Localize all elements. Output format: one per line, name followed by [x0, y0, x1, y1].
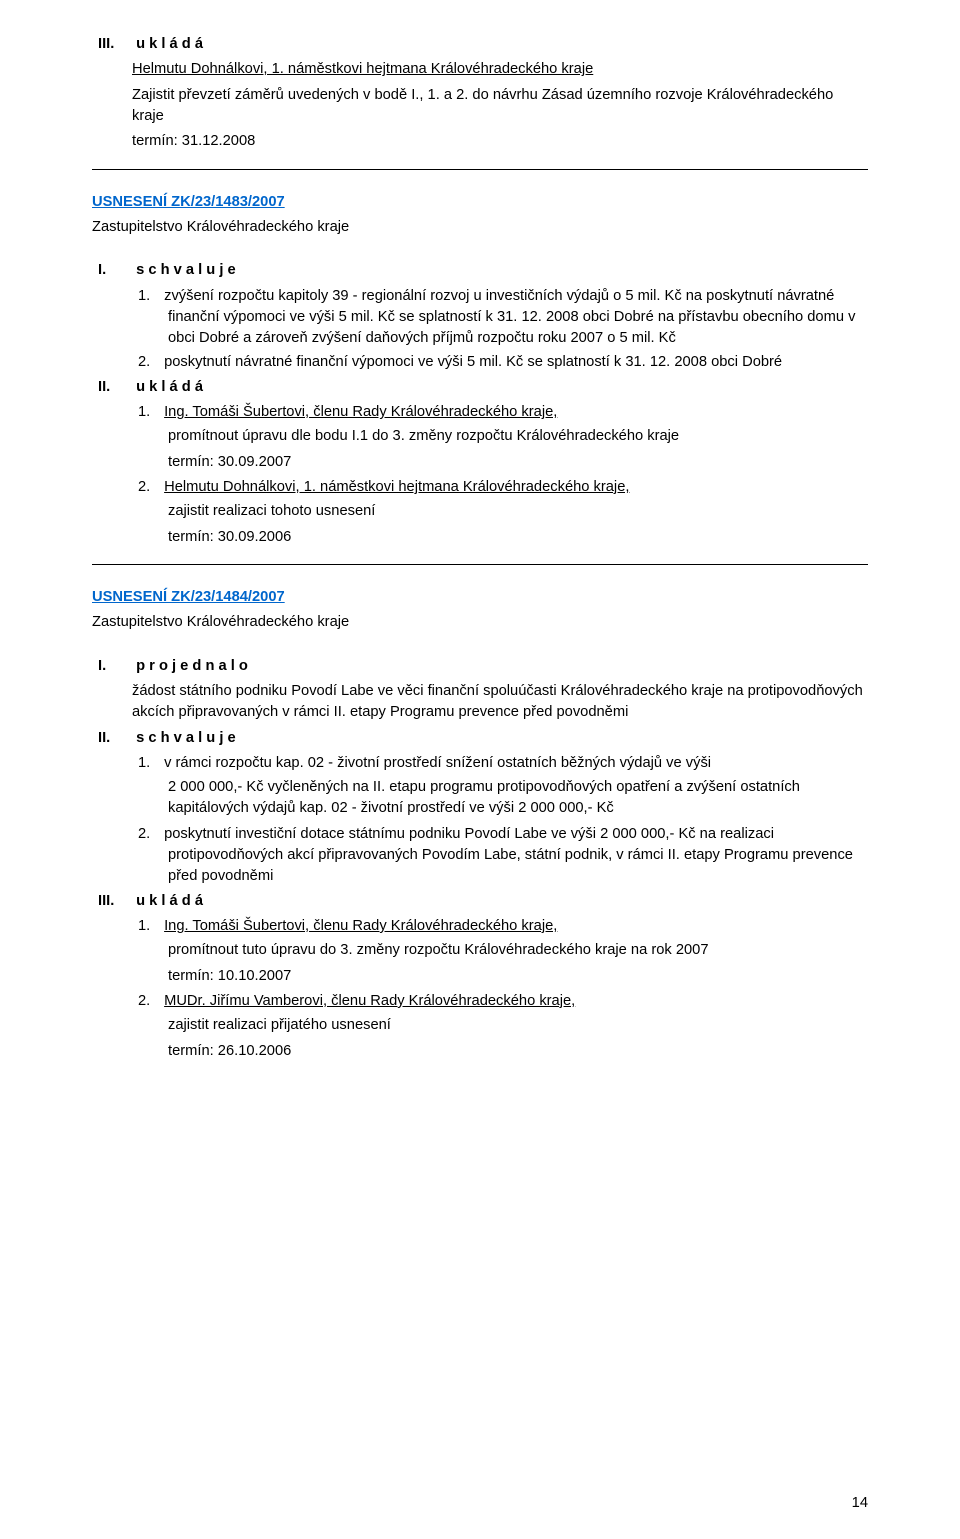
roman-numeral: III.: [98, 34, 132, 55]
item-text: zajistit realizaci přijatého usnesení: [92, 1015, 868, 1036]
item-text: poskytnutí investiční dotace státnímu po…: [164, 826, 853, 885]
item-number: 1.: [138, 286, 160, 307]
item-number: 1.: [138, 916, 160, 937]
deadline: termín: 30.09.2007: [92, 452, 868, 473]
list-item: 1. v rámci rozpočtu kap. 02 - životní pr…: [92, 753, 868, 774]
list-item: 2. MUDr. Jiřímu Vamberovi, členu Rady Kr…: [92, 991, 868, 1012]
roman-numeral: II.: [98, 728, 132, 749]
section-verb: u k l á d á: [136, 893, 203, 909]
deadline: termín: 30.09.2006: [92, 527, 868, 548]
resolution-subhead: Zastupitelstvo Královéhradeckého kraje: [92, 612, 868, 633]
section-ii-header: II. s c h v a l u j e: [92, 728, 868, 749]
document-page: III. u k l á d á Helmutu Dohnálkovi, 1. …: [0, 0, 960, 1539]
item-text: zajistit realizaci tohoto usnesení: [92, 501, 868, 522]
section-i-header: I. s c h v a l u j e: [92, 260, 868, 281]
resolution-subhead: Zastupitelstvo Královéhradeckého kraje: [92, 217, 868, 238]
resolution-heading: USNESENÍ ZK/23/1483/2007: [92, 192, 868, 213]
assignee-name: Ing. Tomáši Šubertovi, členu Rady Králov…: [164, 404, 557, 420]
resolution-heading: USNESENÍ ZK/23/1484/2007: [92, 587, 868, 608]
item-text: promítnout tuto úpravu do 3. změny rozpo…: [92, 940, 868, 961]
body-text: žádost státního podniku Povodí Labe ve v…: [92, 681, 868, 724]
list-item: 2. Helmutu Dohnálkovi, 1. náměstkovi hej…: [92, 477, 868, 498]
list-item: 1. Ing. Tomáši Šubertovi, členu Rady Krá…: [92, 916, 868, 937]
page-number: 14: [852, 1495, 868, 1511]
assignee-name: MUDr. Jiřímu Vamberovi, členu Rady Králo…: [164, 993, 575, 1009]
item-number: 1.: [138, 402, 160, 423]
section-verb: u k l á d á: [136, 36, 203, 52]
list-item: 2. poskytnutí investiční dotace státnímu…: [92, 824, 868, 888]
task-text: Zajistit převzetí záměrů uvedených v bod…: [92, 85, 868, 128]
roman-numeral: I.: [98, 656, 132, 677]
section-i-header: I. p r o j e d n a l o: [92, 656, 868, 677]
item-text-cont: 2 000 000,- Kč vyčleněných na II. etapu …: [92, 777, 868, 820]
item-text: promítnout úpravu dle bodu I.1 do 3. změ…: [92, 426, 868, 447]
divider: [92, 564, 868, 565]
roman-numeral: II.: [98, 377, 132, 398]
resolution-link[interactable]: USNESENÍ ZK/23/1483/2007: [92, 194, 285, 210]
assignee-name: Ing. Tomáši Šubertovi, členu Rady Králov…: [164, 918, 557, 934]
item-text: zvýšení rozpočtu kapitoly 39 - regionáln…: [164, 288, 855, 347]
assignee-name: Helmutu Dohnálkovi, 1. náměstkovi hejtma…: [164, 479, 629, 495]
item-number: 2.: [138, 352, 160, 373]
list-item: 1. Ing. Tomáši Šubertovi, členu Rady Krá…: [92, 402, 868, 423]
section-ii-header: II. u k l á d á: [92, 377, 868, 398]
deadline: termín: 31.12.2008: [92, 131, 868, 152]
item-number: 2.: [138, 991, 160, 1012]
item-number: 2.: [138, 477, 160, 498]
resolution-link[interactable]: USNESENÍ ZK/23/1484/2007: [92, 589, 285, 605]
section-verb: s c h v a l u j e: [136, 262, 236, 278]
roman-numeral: I.: [98, 260, 132, 281]
list-item: 1. zvýšení rozpočtu kapitoly 39 - region…: [92, 286, 868, 350]
assignee-line: Helmutu Dohnálkovi, 1. náměstkovi hejtma…: [92, 59, 868, 80]
item-text: poskytnutí návratné finanční výpomoci ve…: [164, 354, 782, 370]
list-item: 2. poskytnutí návratné finanční výpomoci…: [92, 352, 868, 373]
assignee-name: Helmutu Dohnálkovi, 1. náměstkovi hejtma…: [132, 61, 593, 77]
deadline: termín: 10.10.2007: [92, 966, 868, 987]
item-number: 2.: [138, 824, 160, 845]
section-iii-header: III. u k l á d á: [92, 891, 868, 912]
section-verb: p r o j e d n a l o: [136, 658, 248, 674]
section-iii-header: III. u k l á d á: [92, 34, 868, 55]
item-number: 1.: [138, 753, 160, 774]
item-text: v rámci rozpočtu kap. 02 - životní prost…: [164, 755, 711, 771]
section-verb: u k l á d á: [136, 379, 203, 395]
roman-numeral: III.: [98, 891, 132, 912]
section-verb: s c h v a l u j e: [136, 730, 236, 746]
deadline: termín: 26.10.2006: [92, 1041, 868, 1062]
divider: [92, 169, 868, 170]
